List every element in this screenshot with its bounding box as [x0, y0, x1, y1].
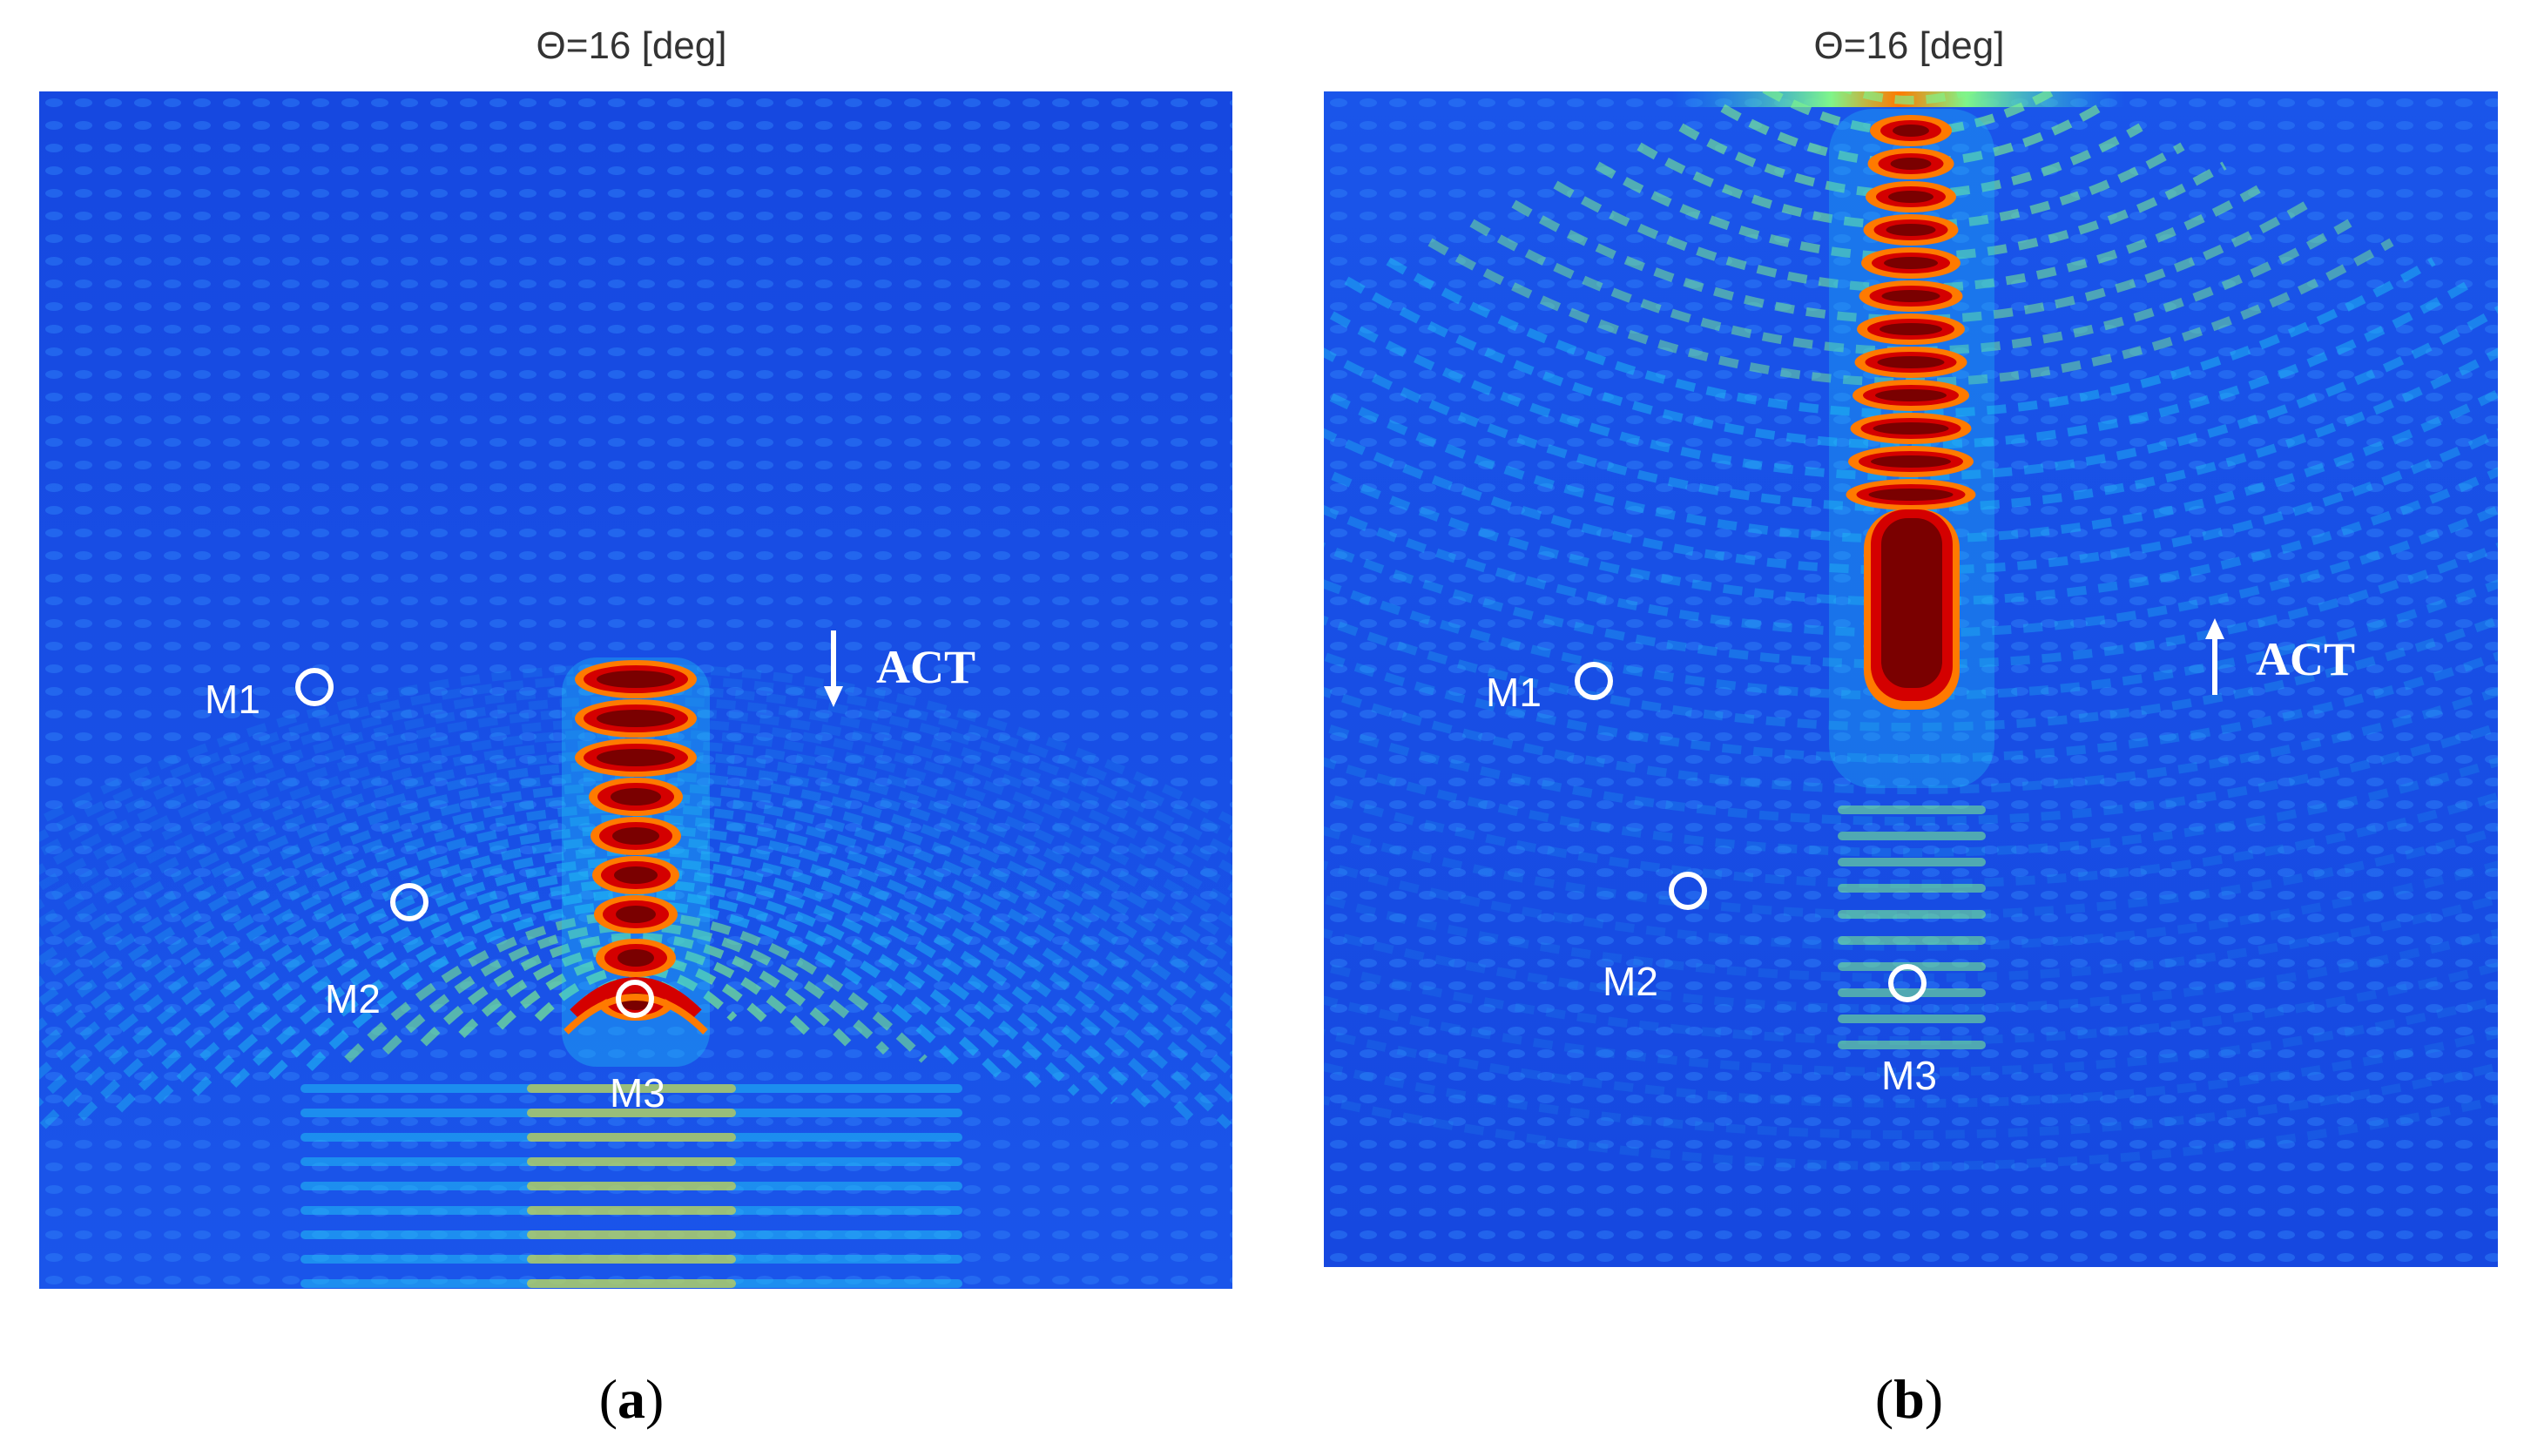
panel-b-marker-m2-label: M2 [1603, 959, 1658, 1004]
panel-b-marker-m3-circle [1888, 964, 1927, 1002]
panel-a-hotspot [562, 657, 710, 1067]
panel-b-title: Θ=16 [deg] [1813, 24, 2005, 67]
panel-a-marker-m1-label: M1 [205, 677, 260, 722]
panel-b-act-label: ACT [2256, 633, 2356, 685]
panel-b-act-arrow-icon [2205, 618, 2224, 695]
panel-a-marker-m3-circle [616, 980, 654, 1018]
panel-a-marker-m1-circle [295, 668, 334, 706]
panel-a-marker-m2-label: M2 [325, 976, 381, 1021]
panel-a-field-map [39, 91, 1232, 1289]
panel-a-marker-m2-circle [390, 883, 429, 921]
panel-a-caption: (a) [598, 1368, 665, 1430]
panel-b-field-map [1324, 91, 2498, 1267]
panel-a-act-label: ACT [876, 641, 976, 693]
panel-a-act-arrow-icon [824, 630, 843, 707]
panel-b-hotspot [1829, 109, 1994, 788]
panel-a-title: Θ=16 [deg] [536, 24, 727, 67]
panel-a-marker-m3-label: M3 [610, 1070, 665, 1116]
panel-b-marker-m1-label: M1 [1486, 670, 1542, 715]
panel-b-marker-m2-circle [1669, 872, 1707, 910]
panel-b-caption: (b) [1874, 1368, 1944, 1430]
panel-b-marker-m1-circle [1575, 662, 1613, 700]
panel-b-marker-m3-label: M3 [1881, 1053, 1937, 1098]
